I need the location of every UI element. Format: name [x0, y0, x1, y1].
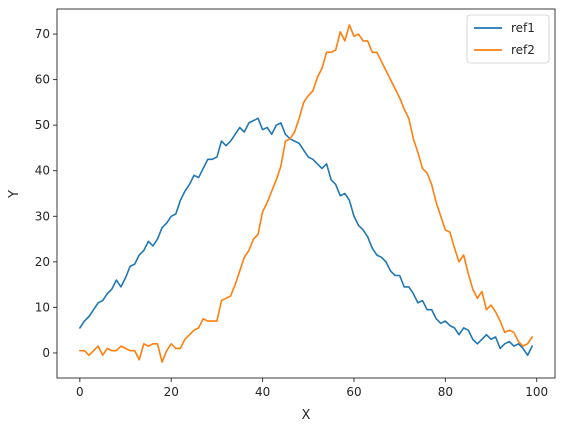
series-line-ref1 [79, 117, 533, 357]
x-tick-label: 40 [255, 385, 270, 399]
y-tick-label: 20 [35, 255, 50, 269]
y-tick-label: 10 [35, 300, 50, 314]
legend-frame [466, 14, 550, 64]
series-line-ref2 [79, 24, 533, 363]
tick-layer: 0 20 40 60 80 100 0 10 20 30 40 50 60 70 [35, 27, 548, 399]
y-tick-label: 50 [35, 118, 50, 132]
y-tick-label: 60 [35, 73, 50, 87]
x-axis-label: X [302, 408, 311, 423]
y-tick-label: 40 [35, 164, 50, 178]
legend: ref1 ref2 [466, 14, 550, 64]
y-tick-label: 0 [42, 346, 50, 360]
plot-frame [56, 8, 556, 379]
x-tick-label: 60 [346, 385, 361, 399]
legend-label-ref2: ref2 [511, 43, 535, 57]
x-tick-label: 20 [164, 385, 179, 399]
y-axis-label: Y [7, 190, 22, 199]
x-tick-label: 0 [76, 385, 84, 399]
x-tick-label: 100 [525, 385, 548, 399]
series-layer [79, 24, 533, 363]
y-tick-label: 70 [35, 27, 50, 41]
legend-label-ref1: ref1 [511, 21, 535, 35]
x-tick-label: 80 [438, 385, 453, 399]
y-tick-label: 30 [35, 209, 50, 223]
plot-background [57, 9, 555, 378]
